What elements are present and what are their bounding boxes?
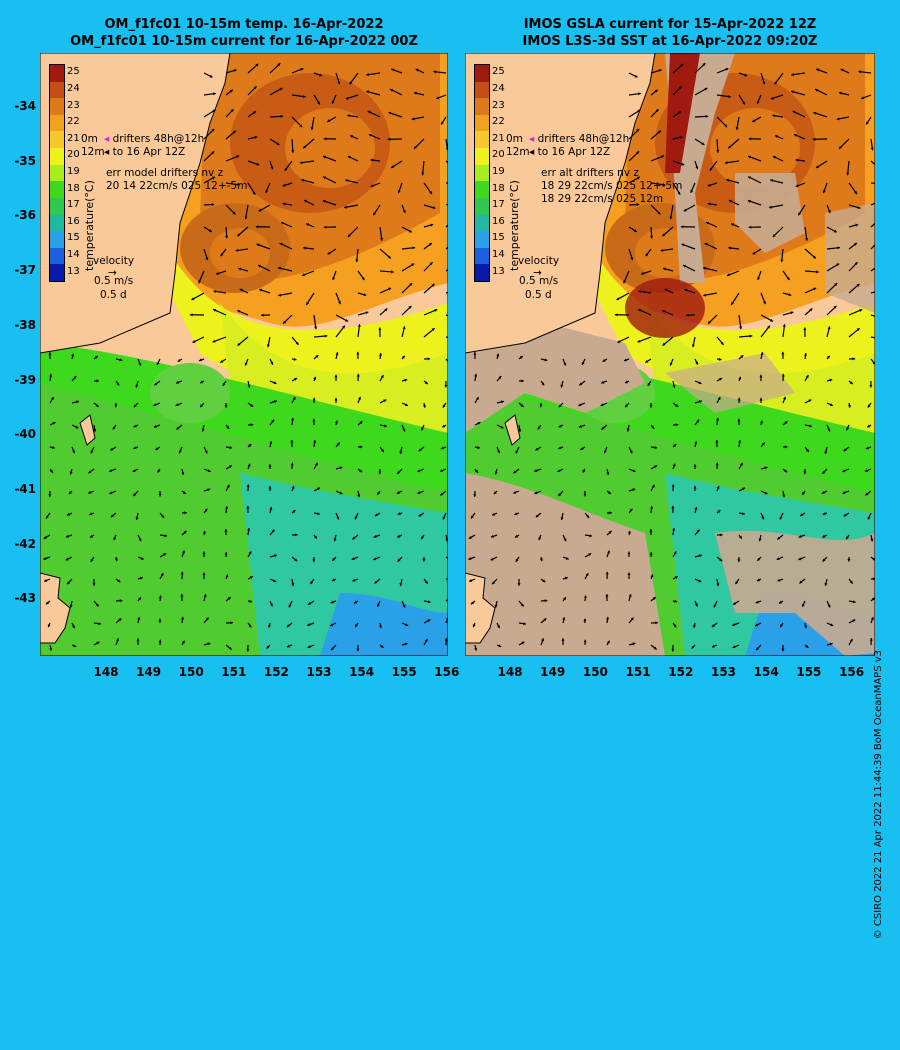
x-tick-label: 150 bbox=[171, 665, 211, 679]
error-legend-line2: 18 29 22cm/s 025 12+-5m bbox=[541, 180, 682, 193]
velocity-legend-speed: 0.5 m/s bbox=[94, 275, 133, 288]
satellite-map-canvas bbox=[465, 53, 875, 656]
y-tick-label: -39 bbox=[0, 373, 36, 387]
velocity-legend-duration: 0.5 d bbox=[100, 289, 127, 302]
x-tick-label: 151 bbox=[618, 665, 658, 679]
x-tick-label: 152 bbox=[661, 665, 701, 679]
colorbar-tick: 19 bbox=[67, 166, 80, 177]
colorbar-tick: 22 bbox=[67, 116, 80, 127]
drifter-legend-line2: ◂ to 16 Apr 12Z bbox=[104, 146, 185, 159]
y-tick-label: -35 bbox=[0, 154, 36, 168]
colorbar-tick: 25 bbox=[492, 66, 505, 77]
colorbar-tick: 18 bbox=[67, 183, 80, 194]
x-tick-label: 154 bbox=[746, 665, 786, 679]
depth-legend-12m: 12m bbox=[506, 146, 530, 159]
temperature-colorbar bbox=[49, 64, 65, 282]
x-tick-label: 149 bbox=[533, 665, 573, 679]
colorbar-tick: 23 bbox=[67, 100, 80, 111]
x-tick-label: 155 bbox=[384, 665, 424, 679]
colorbar-tick: 14 bbox=[492, 249, 505, 260]
model-map-canvas bbox=[40, 53, 448, 656]
right-panel-title: IMOS GSLA current for 15-Apr-2022 12Z IM… bbox=[465, 16, 875, 50]
colorbar-tick: 16 bbox=[492, 216, 505, 227]
copyright-notice: © CSIRO 2022 21 Apr 2022 11:44:39 BoM Oc… bbox=[873, 650, 884, 1050]
error-legend-line1: err model drifters nv z bbox=[106, 167, 223, 180]
colorbar-tick: 15 bbox=[492, 232, 505, 243]
colorbar-tick: 13 bbox=[492, 266, 505, 277]
x-tick-label: 156 bbox=[832, 665, 872, 679]
y-tick-label: -42 bbox=[0, 537, 36, 551]
colorbar-tick: 13 bbox=[67, 266, 80, 277]
colorbar-tick: 24 bbox=[492, 83, 505, 94]
colorbar-tick: 18 bbox=[492, 183, 505, 194]
colorbar-tick: 21 bbox=[67, 133, 80, 144]
error-legend-line2: 20 14 22cm/s 025 12+-5m bbox=[106, 180, 247, 193]
left-title-line1: OM_f1fc01 10-15m temp. 16-Apr-2022 bbox=[40, 16, 448, 33]
x-tick-label: 154 bbox=[342, 665, 382, 679]
x-tick-label: 156 bbox=[427, 665, 467, 679]
right-title-line2: IMOS L3S-3d SST at 16-Apr-2022 09:20Z bbox=[465, 33, 875, 50]
x-tick-label: 149 bbox=[129, 665, 169, 679]
colorbar-tick: 22 bbox=[492, 116, 505, 127]
y-tick-label: -36 bbox=[0, 208, 36, 222]
colorbar-tick: 20 bbox=[492, 149, 505, 160]
y-tick-label: -43 bbox=[0, 591, 36, 605]
colorbar-tick: 23 bbox=[492, 100, 505, 111]
velocity-legend-speed: 0.5 m/s bbox=[519, 275, 558, 288]
x-tick-label: 148 bbox=[490, 665, 530, 679]
drifter-legend-line2: ◂ to 16 Apr 12Z bbox=[529, 146, 610, 159]
drifter-legend-line1: ◂ drifters 48h@12h bbox=[529, 133, 629, 146]
x-tick-label: 155 bbox=[789, 665, 829, 679]
y-tick-label: -34 bbox=[0, 99, 36, 113]
y-tick-label: -40 bbox=[0, 427, 36, 441]
x-tick-label: 151 bbox=[214, 665, 254, 679]
error-legend-line1: err alt drifters nv z bbox=[541, 167, 639, 180]
x-tick-label: 153 bbox=[299, 665, 339, 679]
colorbar-tick: 14 bbox=[67, 249, 80, 260]
colorbar-tick: 24 bbox=[67, 83, 80, 94]
y-tick-label: -41 bbox=[0, 482, 36, 496]
depth-legend-0m: 0m bbox=[506, 133, 523, 146]
velocity-legend-duration: 0.5 d bbox=[525, 289, 552, 302]
x-tick-label: 150 bbox=[575, 665, 615, 679]
x-tick-label: 153 bbox=[704, 665, 744, 679]
depth-legend-12m: 12m bbox=[81, 146, 105, 159]
error-legend-line3: 18 29 22cm/s 025 12m bbox=[541, 193, 663, 206]
colorbar-tick: 16 bbox=[67, 216, 80, 227]
colorbar-tick: 25 bbox=[67, 66, 80, 77]
left-panel-title: OM_f1fc01 10-15m temp. 16-Apr-2022 OM_f1… bbox=[40, 16, 448, 50]
colorbar-tick: 20 bbox=[67, 149, 80, 160]
colorbar-tick: 17 bbox=[492, 199, 505, 210]
right-title-line1: IMOS GSLA current for 15-Apr-2022 12Z bbox=[465, 16, 875, 33]
colorbar-tick: 15 bbox=[67, 232, 80, 243]
drifter-legend-line1: ◂ drifters 48h@12h bbox=[104, 133, 204, 146]
y-tick-label: -38 bbox=[0, 318, 36, 332]
temperature-colorbar bbox=[474, 64, 490, 282]
colorbar-tick: 19 bbox=[492, 166, 505, 177]
x-tick-label: 148 bbox=[86, 665, 126, 679]
colorbar-tick: 17 bbox=[67, 199, 80, 210]
x-tick-label: 152 bbox=[256, 665, 296, 679]
colorbar-tick: 21 bbox=[492, 133, 505, 144]
depth-legend-0m: 0m bbox=[81, 133, 98, 146]
left-title-line2: OM_f1fc01 10-15m current for 16-Apr-2022… bbox=[40, 33, 448, 50]
y-tick-label: -37 bbox=[0, 263, 36, 277]
